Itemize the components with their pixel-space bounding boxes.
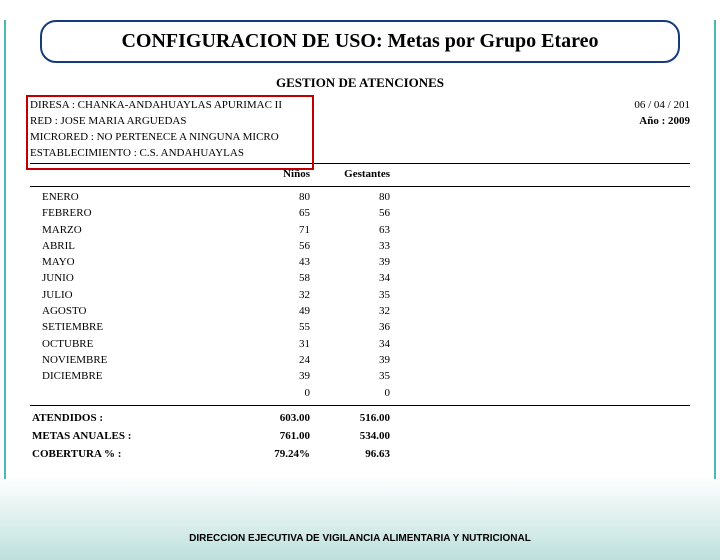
table-row: FEBRERO6556 <box>30 205 690 221</box>
data-table: Niños Gestantes ENERO8080FEBRERO6556MARZ… <box>30 166 690 401</box>
ninos-cell: 39 <box>250 369 330 383</box>
cobertura-label: COBERTURA % : <box>30 448 250 460</box>
red-label: RED : JOSE MARIA ARGUEDAS <box>30 115 186 127</box>
month-cell: ENERO <box>30 190 250 204</box>
ninos-cell: 65 <box>250 206 330 220</box>
table-row: AGOSTO4932 <box>30 303 690 319</box>
col-month-header <box>30 168 250 180</box>
table-row: MAYO4339 <box>30 254 690 270</box>
diresa-label: DIRESA : CHANKA-ANDAHUAYLAS APURIMAC II <box>30 99 282 111</box>
table-row: SETIEMBRE5536 <box>30 319 690 335</box>
ninos-cell: 24 <box>250 353 330 367</box>
month-cell: DICIEMBRE <box>30 369 250 383</box>
metas-v2: 534.00 <box>330 430 410 442</box>
slide-title: CONFIGURACION DE USO: Metas por Grupo Et… <box>58 30 662 53</box>
header-row-establecimiento: ESTABLECIMIENTO : C.S. ANDAHUAYLAS <box>30 147 690 159</box>
header-row-microred: MICRORED : NO PERTENECE A NINGUNA MICRO <box>30 131 690 143</box>
table-header: Niños Gestantes <box>30 166 690 182</box>
atendidos-label: ATENDIDOS : <box>30 412 250 424</box>
ninos-cell: 71 <box>250 223 330 237</box>
slide-footer: DIRECCION EJECUTIVA DE VIGILANCIA ALIMEN… <box>0 533 720 544</box>
gestantes-cell: 0 <box>330 386 410 400</box>
report-date: 06 / 04 / 201 <box>634 99 690 111</box>
gestantes-cell: 39 <box>330 353 410 367</box>
month-cell: MARZO <box>30 223 250 237</box>
gestantes-cell: 56 <box>330 206 410 220</box>
establecimiento-label: ESTABLECIMIENTO : C.S. ANDAHUAYLAS <box>30 147 244 159</box>
gestantes-cell: 35 <box>330 369 410 383</box>
summary-atendidos: ATENDIDOS : 603.00 516.00 <box>30 408 690 426</box>
gestantes-cell: 39 <box>330 255 410 269</box>
month-cell: MAYO <box>30 255 250 269</box>
gestantes-cell: 63 <box>330 223 410 237</box>
slide-title-box: CONFIGURACION DE USO: Metas por Grupo Et… <box>40 20 680 63</box>
divider-top <box>30 163 690 164</box>
month-cell <box>30 386 250 400</box>
month-cell: AGOSTO <box>30 304 250 318</box>
col-ninos-header: Niños <box>250 168 330 180</box>
col-gestantes-header: Gestantes <box>330 168 410 180</box>
year-value: 2009 <box>668 115 690 127</box>
ninos-cell: 32 <box>250 288 330 302</box>
table-row: JUNIO5834 <box>30 270 690 286</box>
ninos-cell: 56 <box>250 239 330 253</box>
year-label: Año : <box>639 115 665 127</box>
microred-label: MICRORED : NO PERTENECE A NINGUNA MICRO <box>30 131 279 143</box>
month-cell: ABRIL <box>30 239 250 253</box>
cobertura-v1: 79.24% <box>250 448 330 460</box>
metas-v1: 761.00 <box>250 430 330 442</box>
gestantes-cell: 34 <box>330 271 410 285</box>
table-row: JULIO3235 <box>30 287 690 303</box>
gestantes-cell: 33 <box>330 239 410 253</box>
month-cell: FEBRERO <box>30 206 250 220</box>
gestantes-cell: 35 <box>330 288 410 302</box>
table-row: OCTUBRE3134 <box>30 336 690 352</box>
table-rows: ENERO8080FEBRERO6556MARZO7163ABRIL5633MA… <box>30 189 690 401</box>
header-row-red: RED : JOSE MARIA ARGUEDAS Año : 2009 <box>30 115 690 127</box>
summary-cobertura: COBERTURA % : 79.24% 96.63 <box>30 444 690 462</box>
ninos-cell: 80 <box>250 190 330 204</box>
ninos-cell: 58 <box>250 271 330 285</box>
gestantes-cell: 80 <box>330 190 410 204</box>
header-row-diresa: DIRESA : CHANKA-ANDAHUAYLAS APURIMAC II … <box>30 99 690 111</box>
month-cell: SETIEMBRE <box>30 320 250 334</box>
month-cell: OCTUBRE <box>30 337 250 351</box>
ninos-cell: 49 <box>250 304 330 318</box>
gestantes-cell: 34 <box>330 337 410 351</box>
table-row: NOVIEMBRE2439 <box>30 352 690 368</box>
cobertura-v2: 96.63 <box>330 448 410 460</box>
table-row: DICIEMBRE3935 <box>30 368 690 384</box>
divider-bottom <box>30 405 690 406</box>
table-row: ABRIL5633 <box>30 238 690 254</box>
atendidos-v1: 603.00 <box>250 412 330 424</box>
ninos-cell: 55 <box>250 320 330 334</box>
report-content: GESTION DE ATENCIONES DIRESA : CHANKA-AN… <box>0 75 720 462</box>
month-cell: NOVIEMBRE <box>30 353 250 367</box>
gestantes-cell: 32 <box>330 304 410 318</box>
gestantes-cell: 36 <box>330 320 410 334</box>
metas-label: METAS ANUALES : <box>30 430 250 442</box>
summary-metas: METAS ANUALES : 761.00 534.00 <box>30 426 690 444</box>
ninos-cell: 0 <box>250 386 330 400</box>
table-row: ENERO8080 <box>30 189 690 205</box>
ninos-cell: 31 <box>250 337 330 351</box>
atendidos-v2: 516.00 <box>330 412 410 424</box>
report-title: GESTION DE ATENCIONES <box>30 75 690 91</box>
table-row: MARZO7163 <box>30 222 690 238</box>
table-row: 00 <box>30 385 690 401</box>
year: Año : 2009 <box>639 115 690 127</box>
divider-header <box>30 186 690 187</box>
ninos-cell: 43 <box>250 255 330 269</box>
month-cell: JULIO <box>30 288 250 302</box>
month-cell: JUNIO <box>30 271 250 285</box>
